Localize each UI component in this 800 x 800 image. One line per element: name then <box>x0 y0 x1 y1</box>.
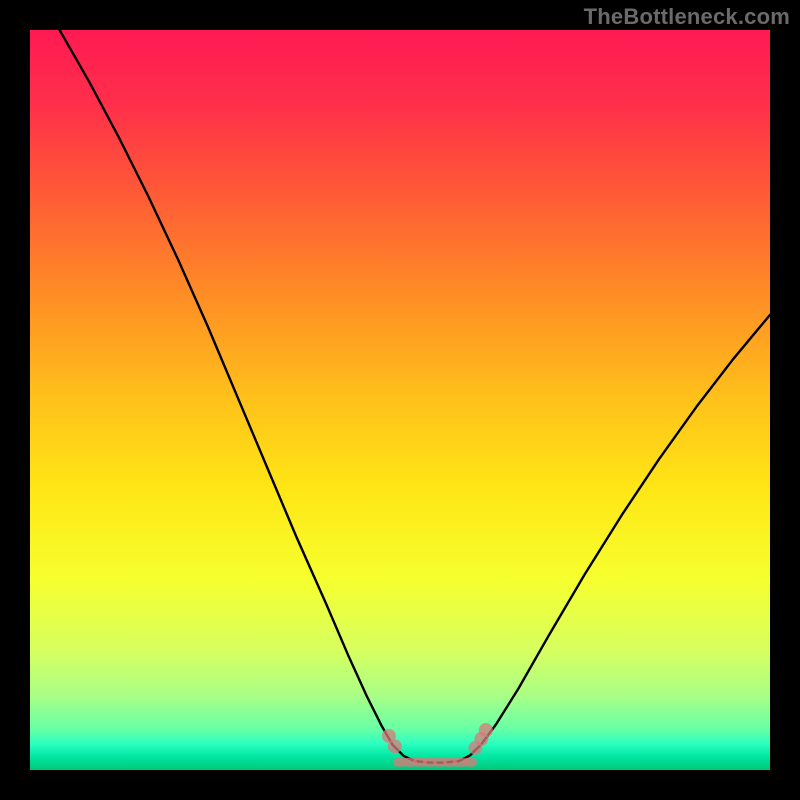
chart-stage: TheBottleneck.com <box>0 0 800 800</box>
gradient-background <box>30 30 770 770</box>
optimal-marker-dash <box>463 758 477 767</box>
watermark-text: TheBottleneck.com <box>584 4 790 30</box>
plot-svg <box>30 30 770 770</box>
optimal-marker-dot <box>479 723 493 737</box>
plot-area <box>30 30 770 770</box>
optimal-marker-dot <box>388 739 402 753</box>
